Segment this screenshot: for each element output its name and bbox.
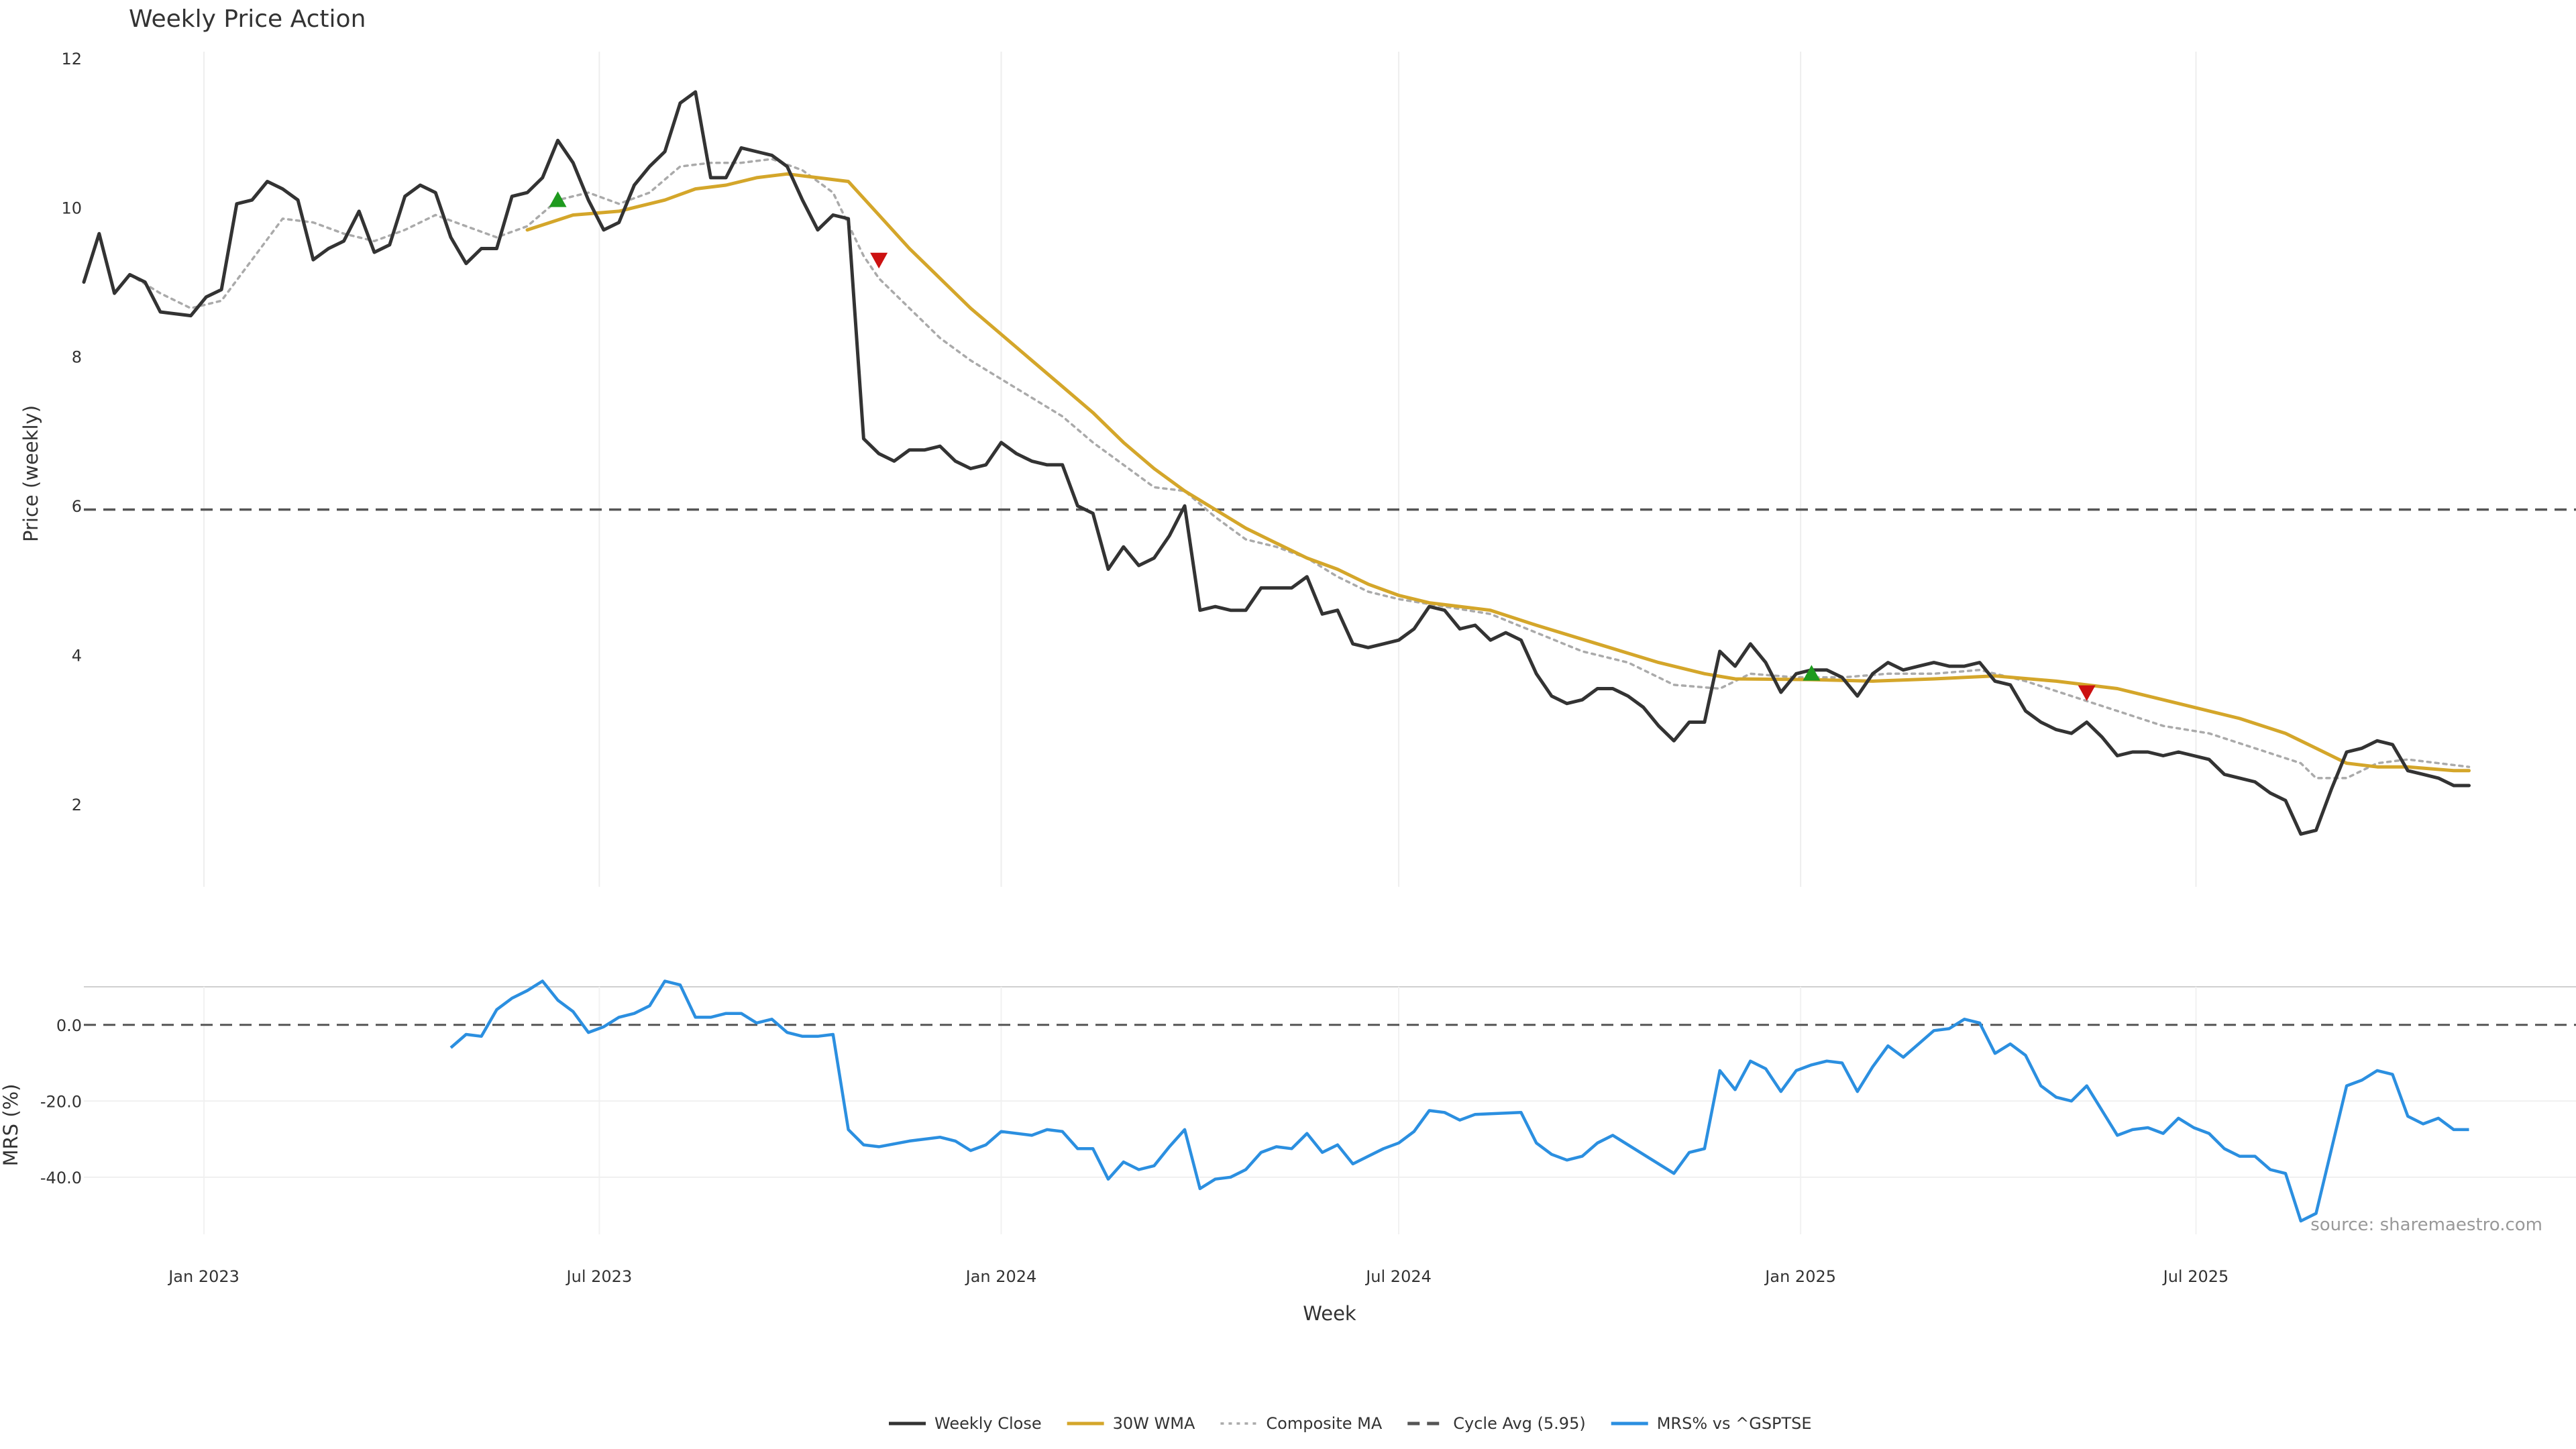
mrs-y-axis-label: MRS (%) bbox=[0, 1084, 22, 1167]
x-tick-label: Jul 2024 bbox=[1364, 1267, 1432, 1286]
reference-lines bbox=[84, 508, 2576, 1026]
price-y-tick-label: 12 bbox=[61, 50, 82, 68]
x-axis-label: Week bbox=[1303, 1302, 1356, 1325]
axis-ticks: Jan 2023 Jul 2023 Jan 2024 Jul 2024 Jan 2025… bbox=[40, 50, 2229, 1286]
chart-title: Weekly Price Action bbox=[129, 5, 366, 33]
legend: Weekly Close 30W WMA Composite MA Cycle Avg… bbox=[889, 1414, 1812, 1433]
price-y-axis-label: Price (weekly) bbox=[19, 405, 42, 542]
x-tick-label: Jan 2023 bbox=[167, 1267, 239, 1286]
legend-label: Cycle Avg (5.95) bbox=[1453, 1414, 1585, 1433]
legend-label: Composite MA bbox=[1266, 1414, 1382, 1433]
30w-wma-line bbox=[525, 172, 2471, 773]
mrs-line bbox=[449, 979, 2469, 1223]
signal-markers bbox=[549, 191, 2096, 702]
x-tick-label: Jul 2025 bbox=[2162, 1267, 2229, 1286]
legend-label: MRS% vs ^GSPTSE bbox=[1657, 1414, 1812, 1433]
buy-signal-marker bbox=[1803, 665, 1821, 681]
weekly-close-line bbox=[82, 90, 2471, 836]
x-tick-label: Jan 2025 bbox=[1764, 1267, 1836, 1286]
x-tick-label: Jul 2023 bbox=[566, 1267, 633, 1286]
price-y-tick-label: 4 bbox=[72, 646, 82, 665]
price-y-tick-label: 10 bbox=[61, 199, 82, 217]
price-y-tick-label: 2 bbox=[72, 796, 82, 814]
price-series bbox=[82, 90, 2471, 836]
mrs-y-tick-label: 0.0 bbox=[56, 1016, 82, 1035]
sell-signal-marker bbox=[870, 252, 888, 269]
x-tick-label: Jan 2024 bbox=[965, 1267, 1037, 1286]
mrs-y-tick-label: -20.0 bbox=[40, 1092, 82, 1111]
composite-ma-line bbox=[128, 158, 2471, 780]
gridlines bbox=[84, 52, 2576, 1234]
legend-label: Weekly Close bbox=[934, 1414, 1042, 1433]
price-y-tick-label: 8 bbox=[72, 348, 82, 367]
legend-label: 30W WMA bbox=[1113, 1414, 1195, 1433]
mrs-series bbox=[449, 979, 2469, 1223]
price-y-tick-label: 6 bbox=[72, 497, 82, 516]
mrs-y-tick-label: -40.0 bbox=[40, 1169, 82, 1187]
buy-signal-marker bbox=[549, 191, 567, 207]
source-watermark: source: sharemaestro.com bbox=[2310, 1215, 2542, 1235]
sell-signal-marker bbox=[2078, 685, 2096, 702]
